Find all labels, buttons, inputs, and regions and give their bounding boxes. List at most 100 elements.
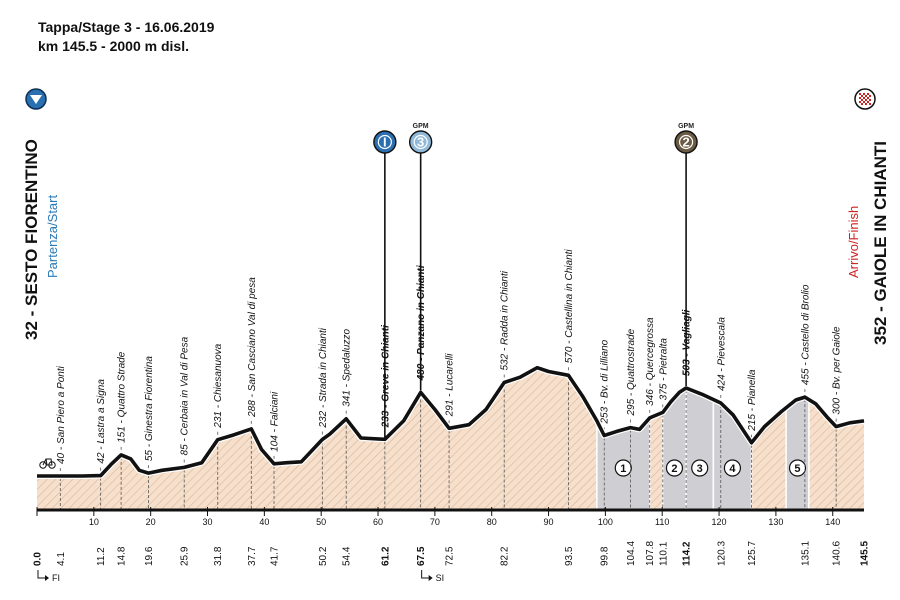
place-label: 233 - Greve in Chianti bbox=[380, 325, 391, 428]
checker-square bbox=[861, 99, 863, 101]
axis-tick-label: 20 bbox=[146, 517, 156, 527]
km-label: 93.5 bbox=[564, 546, 575, 566]
place-labels: 40 - San Piero a Ponti 42 - Lastra a Sign… bbox=[56, 249, 843, 464]
km-label: 110.1 bbox=[658, 541, 669, 566]
marker-badge-ring bbox=[413, 134, 428, 150]
km-label: 41.7 bbox=[270, 546, 281, 566]
axis-tick-label: 100 bbox=[598, 517, 613, 527]
checker-square bbox=[867, 93, 869, 95]
place-label: 85 - Cerbaia in Val di Pesa bbox=[180, 336, 191, 455]
place-label: 151 - Quattro Strade bbox=[117, 351, 128, 443]
distance-axis: 10 20 30 40 50 60 70 80 90 100 110 120 130 140 bbox=[36, 507, 864, 527]
place-label: 253 - Bv. di Lilliano bbox=[600, 339, 611, 424]
km-label: 125.7 bbox=[747, 541, 758, 566]
axis-tick-label: 30 bbox=[203, 517, 213, 527]
direction-arrowhead-icon bbox=[428, 575, 433, 581]
km-label: 107.8 bbox=[645, 541, 656, 566]
marker-badge-icon bbox=[674, 130, 698, 154]
finish-city-name: 352 - GAIOLE IN CHIANTI bbox=[871, 141, 890, 345]
km-label: 0.0 bbox=[33, 552, 44, 566]
place-label: 341 - Spedaluzzo bbox=[342, 329, 353, 407]
elevation-line bbox=[37, 365, 865, 478]
place-label: 532 - Radda in Chianti bbox=[500, 270, 511, 370]
place-label: 346 - Quercegrossa bbox=[645, 317, 656, 406]
place-label: 375 - Pietralta bbox=[658, 338, 669, 401]
axis-tick-label: 120 bbox=[712, 517, 727, 527]
km-label: 67.5 bbox=[416, 546, 427, 566]
place-label: 570 - Castellina in Chianti bbox=[564, 249, 575, 364]
direction-arrow-icon bbox=[421, 570, 429, 579]
km-label: 61.2 bbox=[380, 546, 391, 566]
checker-square bbox=[867, 97, 869, 99]
profile-fill bbox=[37, 367, 864, 510]
segment-badge-1 bbox=[614, 459, 632, 477]
km-label: 54.4 bbox=[342, 546, 353, 566]
km-label: 140.6 bbox=[832, 541, 843, 566]
segment-label-3: 3 bbox=[697, 463, 703, 475]
checker-square bbox=[869, 99, 871, 101]
axis-tick-label: 80 bbox=[487, 517, 497, 527]
km-label: 114.2 bbox=[682, 541, 693, 566]
marker-badge-ring bbox=[377, 134, 392, 150]
segment-3 bbox=[685, 386, 715, 511]
place-label: 288 - San Casciano Val di pesa bbox=[247, 277, 258, 418]
km-label: 31.8 bbox=[213, 546, 224, 566]
direction-arrowhead-icon bbox=[45, 575, 49, 581]
checker-square bbox=[869, 103, 871, 105]
marker-badge-text: 2 bbox=[682, 135, 689, 150]
km-label: 25.9 bbox=[180, 546, 191, 566]
marker-badge-icon bbox=[408, 130, 433, 154]
km-label: 19.6 bbox=[144, 546, 155, 566]
km-label: 120.3 bbox=[716, 541, 727, 566]
checker-square bbox=[863, 101, 865, 103]
km-label: 99.8 bbox=[600, 546, 611, 566]
axis-tick-label: 110 bbox=[655, 517, 669, 527]
place-label: 40 - San Piero a Ponti bbox=[56, 365, 67, 464]
place-label: 300 - Bv. per Gaiole bbox=[832, 326, 843, 415]
checker-square bbox=[865, 103, 867, 105]
place-label: 104 - Falciani bbox=[270, 391, 281, 452]
segment-badge-5 bbox=[788, 459, 807, 477]
km-label: 4.1 bbox=[56, 552, 67, 566]
axis-tick-label: 50 bbox=[316, 517, 326, 527]
axis-tick-label: 40 bbox=[259, 517, 269, 527]
direction-label: SI bbox=[436, 573, 445, 583]
km-label: 145.5 bbox=[860, 541, 871, 566]
checker-square bbox=[863, 97, 865, 99]
marker-badge-icon bbox=[373, 130, 397, 154]
place-label: 291 - Lucarelli bbox=[445, 353, 456, 418]
marker-badge-text: 3 bbox=[417, 135, 424, 150]
finish-flag-icon bbox=[854, 88, 876, 110]
gpm-tag: GPM bbox=[413, 123, 429, 130]
marker-badge-ring bbox=[678, 134, 694, 150]
marker-badge-text: I bbox=[383, 135, 387, 150]
segment-label-5: 5 bbox=[794, 463, 800, 475]
segment-badge-4 bbox=[723, 459, 742, 477]
checker-square bbox=[859, 97, 861, 99]
place-label: 215 - Pianella bbox=[747, 369, 758, 432]
profile-line bbox=[37, 364, 865, 479]
checker-square bbox=[867, 101, 869, 103]
km-label: 82.2 bbox=[500, 546, 511, 566]
km-label: 11.2 bbox=[96, 547, 107, 566]
segment-badge-3 bbox=[691, 459, 709, 477]
checker-square bbox=[863, 93, 865, 95]
place-label: 55 - Ginestra Fiorentina bbox=[144, 356, 155, 461]
km-label: 50.2 bbox=[318, 546, 329, 566]
axis-tick-label: 130 bbox=[768, 517, 783, 527]
axis-tick-label: 60 bbox=[373, 517, 383, 527]
km-label: 72.5 bbox=[445, 546, 456, 566]
start-label: Partenza/Start bbox=[45, 195, 60, 278]
segment-label-1: 1 bbox=[620, 463, 626, 475]
checker-square bbox=[865, 99, 867, 101]
place-label: 480 - Panzano in Chianti bbox=[416, 265, 427, 381]
gpm-tag: GPM bbox=[678, 123, 694, 130]
kilometre-guides bbox=[59, 367, 837, 510]
place-label: 231 - Chiesanuova bbox=[213, 343, 224, 428]
axis-tick-label: 90 bbox=[544, 517, 554, 527]
axis-tick-label: 10 bbox=[89, 517, 99, 527]
stage-title: Tappa/Stage 3 - 16.06.2019 bbox=[38, 19, 215, 35]
segment-5 bbox=[785, 396, 810, 511]
km-labels: 0.0 4.1 11.2 14.8 19.6 25.9 31.8 37.7 41.7 50.2 54… bbox=[33, 541, 871, 583]
